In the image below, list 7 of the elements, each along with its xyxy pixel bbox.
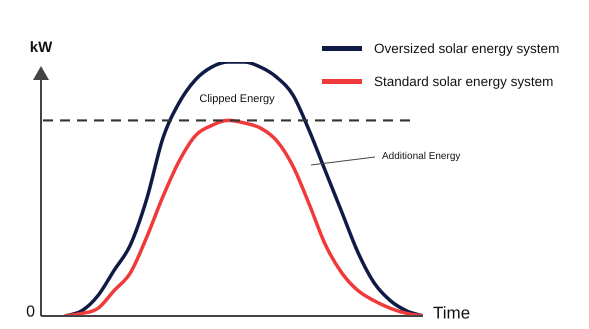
legend-label: Standard solar energy system xyxy=(374,74,554,89)
legend-label: Oversized solar energy system xyxy=(374,41,560,56)
y-axis-title: kW xyxy=(30,39,54,56)
x-axis-title: Time xyxy=(433,304,470,323)
annotation: Additional Energy xyxy=(382,150,460,162)
annotation: Clipped Energy xyxy=(199,93,276,106)
text: 0 xyxy=(26,303,36,320)
